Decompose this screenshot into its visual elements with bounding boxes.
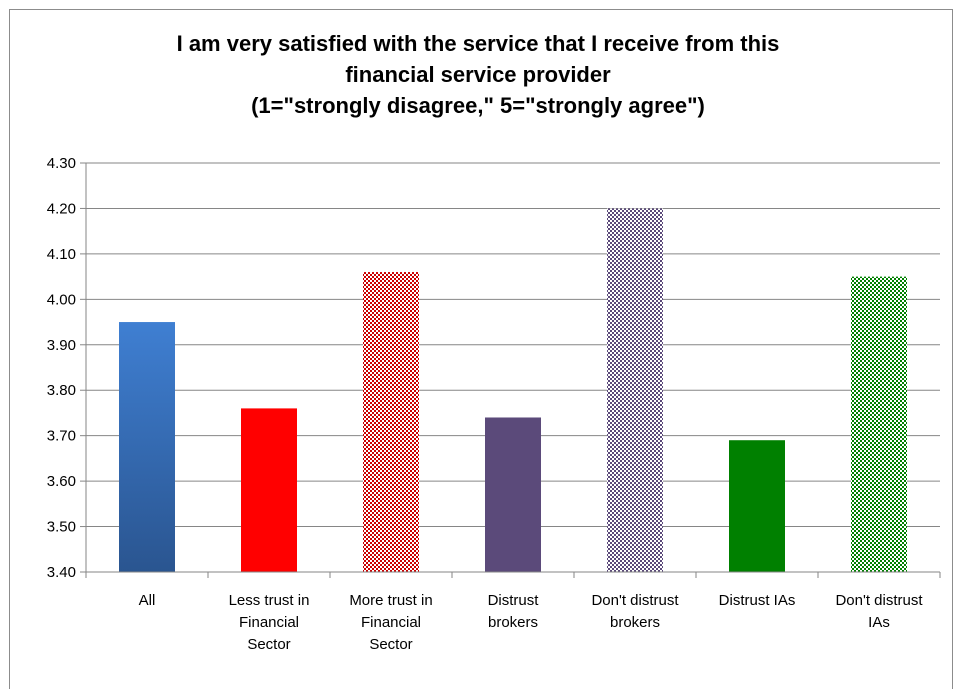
x-category-label: Less trust in Financial Sector bbox=[229, 592, 310, 653]
chart-title-line-1: I am very satisfied with the service tha… bbox=[176, 31, 780, 56]
y-tick-label: 4.20 bbox=[47, 200, 76, 217]
x-category-label-line: brokers bbox=[488, 614, 538, 631]
x-category-label-line: Sector bbox=[247, 636, 290, 653]
y-tick-label: 4.00 bbox=[47, 291, 76, 308]
y-tick-label: 3.60 bbox=[47, 473, 76, 490]
y-tick-label: 3.50 bbox=[47, 519, 76, 536]
bar bbox=[119, 322, 175, 572]
x-category-label: Distrust IAs bbox=[719, 592, 796, 609]
x-category-label-line: Distrust bbox=[488, 592, 540, 609]
x-category-label: Distrust brokers bbox=[488, 592, 540, 631]
x-category-label: Don't distrust IAs bbox=[835, 592, 923, 631]
bar bbox=[729, 440, 785, 572]
bar bbox=[363, 272, 419, 572]
y-tick-label: 4.10 bbox=[47, 246, 76, 263]
x-category-label-line: Distrust IAs bbox=[719, 592, 796, 609]
x-category-label-line: Don't distrust bbox=[591, 592, 679, 609]
x-category-label-line: Financial bbox=[361, 614, 421, 631]
x-category-label: More trust in Financial Sector bbox=[349, 592, 432, 653]
bar bbox=[607, 208, 663, 572]
bar bbox=[241, 408, 297, 572]
x-category-label-line: IAs bbox=[868, 614, 890, 631]
y-tick-label: 3.70 bbox=[47, 428, 76, 445]
bar bbox=[485, 417, 541, 572]
x-category-label-line: Sector bbox=[369, 636, 412, 653]
x-category-label-line: All bbox=[139, 592, 156, 609]
chart-title-line-3: (1="strongly disagree," 5="strongly agre… bbox=[251, 93, 705, 118]
x-category-label-line: More trust in bbox=[349, 592, 432, 609]
x-category-label: All bbox=[139, 592, 156, 609]
x-category-label: Don't distrust brokers bbox=[591, 592, 679, 631]
x-category-label-line: Less trust in bbox=[229, 592, 310, 609]
y-tick-label: 4.30 bbox=[47, 155, 76, 172]
x-category-label-line: Don't distrust bbox=[835, 592, 923, 609]
bar bbox=[851, 276, 907, 572]
x-category-label-line: Financial bbox=[239, 614, 299, 631]
x-category-label-line: brokers bbox=[610, 614, 660, 631]
y-tick-label: 3.90 bbox=[47, 337, 76, 354]
y-tick-label: 3.80 bbox=[47, 382, 76, 399]
chart-title-line-2: financial service provider bbox=[345, 62, 611, 87]
y-tick-label: 3.40 bbox=[47, 564, 76, 581]
chart-title: I am very satisfied with the service tha… bbox=[0, 28, 956, 121]
